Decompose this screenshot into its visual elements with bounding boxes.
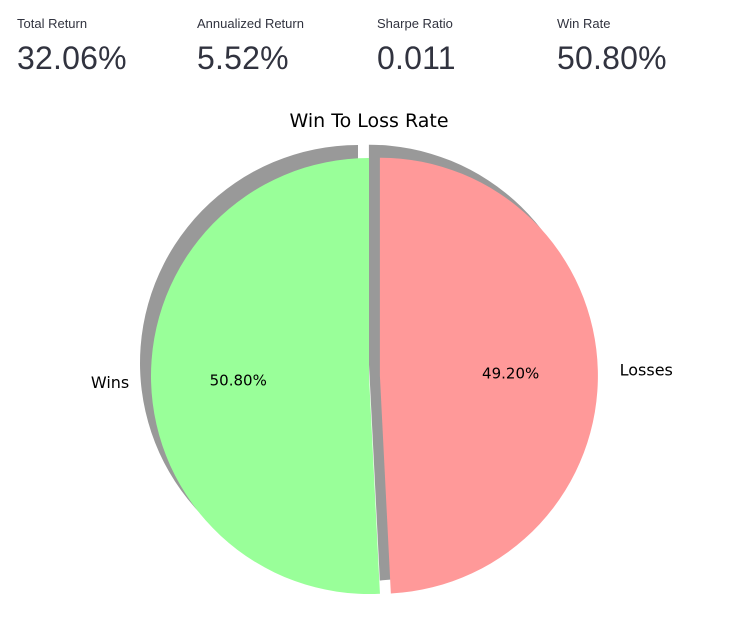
slice-label-wins: Wins: [91, 373, 129, 392]
metric-value: 5.52%: [197, 40, 289, 76]
metric-label: Win Rate: [557, 16, 611, 31]
metric-label: Sharpe Ratio: [377, 16, 453, 31]
pie-labels: Wins 50.80% Losses 49.20%: [91, 361, 673, 392]
slice-percent-losses: 49.20%: [482, 364, 539, 382]
slice-percent-wins: 50.80%: [210, 371, 267, 389]
metric-value: 32.06%: [17, 40, 127, 76]
pie-slice-wins: [150, 158, 380, 594]
metric-label: Total Return: [17, 16, 88, 31]
slice-label-losses: Losses: [620, 361, 673, 380]
metric-label: Annualized Return: [197, 16, 304, 31]
pie-slices: [150, 157, 598, 594]
pie-chart: Win To Loss Rate Wins 50.80% Losses 49.20%: [91, 110, 673, 594]
metric-value: 50.80%: [557, 40, 667, 76]
pie-slice-losses: [379, 157, 598, 594]
metrics-row: Total Return 32.06% Annualized Return 5.…: [0, 0, 742, 90]
chart-title: Win To Loss Rate: [289, 110, 448, 132]
metric-value: 0.011: [377, 40, 456, 76]
pie-chart-container: Win To Loss Rate Wins 50.80% Losses 49.20%: [0, 100, 742, 626]
